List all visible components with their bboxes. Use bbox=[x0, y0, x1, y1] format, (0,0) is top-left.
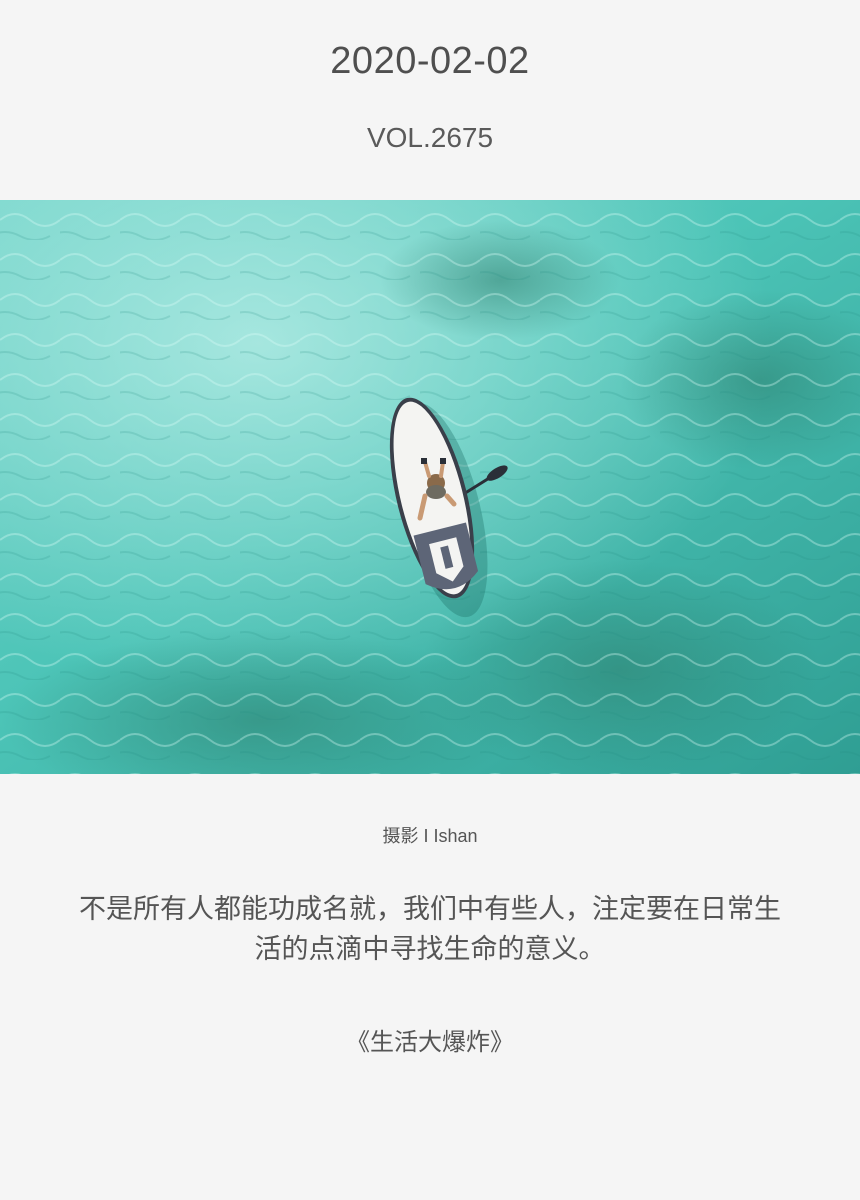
date-heading: 2020-02-02 bbox=[330, 40, 530, 82]
cover-photo[interactable] bbox=[0, 200, 860, 774]
quote-line: 不是所有人都能功成名就，我们中有些人，注定要在日常生 bbox=[79, 894, 781, 925]
volume-label: VOL.2675 bbox=[366, 122, 494, 153]
photo-credit: 摄影 I Ishan bbox=[382, 826, 478, 846]
paddleboard-image bbox=[0, 200, 860, 774]
quote-text: 不是所有人都能功成名就，我们中有些人，注定要在日常生 活的点滴中寻找生命的意义。 bbox=[30, 890, 830, 970]
quote-line: 活的点滴中寻找生命的意义。 bbox=[254, 934, 606, 965]
paddler bbox=[417, 458, 457, 521]
quote-source: 《生活大爆炸》 bbox=[346, 1028, 514, 1056]
